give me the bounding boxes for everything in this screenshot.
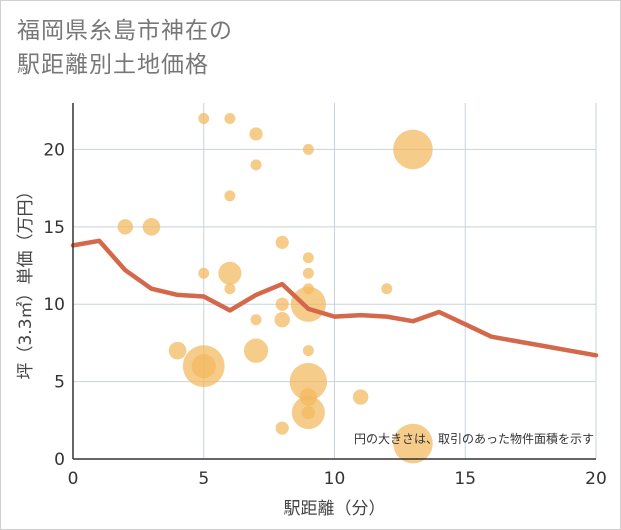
y-tick-label: 10 (43, 295, 65, 315)
data-point (224, 190, 236, 202)
x-tick-label: 0 (68, 469, 79, 489)
data-point (381, 283, 393, 295)
chart-title-line-2: 駅距離別土地価格 (17, 52, 209, 78)
data-point (301, 405, 315, 420)
data-point (393, 129, 433, 170)
data-point (302, 345, 314, 357)
data-point (117, 219, 133, 235)
data-point (302, 143, 314, 155)
bubble-series (117, 112, 433, 464)
y-tick-label: 15 (43, 218, 65, 238)
grid-lines (73, 103, 597, 459)
data-point (224, 283, 236, 295)
x-tick-label: 15 (454, 469, 476, 489)
data-point (275, 235, 289, 249)
y-tick-label: 0 (54, 450, 65, 470)
data-point (393, 423, 433, 464)
data-point (302, 252, 314, 264)
data-point (275, 297, 289, 311)
data-point (142, 218, 161, 236)
data-point (289, 362, 328, 401)
y-tick-label: 20 (43, 140, 65, 160)
data-point (302, 267, 314, 279)
trend-line (70, 238, 599, 358)
x-tick-label: 5 (198, 469, 209, 489)
chart-title: 福岡県糸島市神在の 駅距離別土地価格 (17, 14, 233, 82)
y-tick-label: 5 (54, 373, 65, 393)
data-point (275, 421, 289, 435)
axes: 0 5 10 15 20 0 5 10 15 20 (43, 103, 607, 489)
data-point (249, 127, 263, 141)
bubble-size-note: 円の大きさは、取引のあった物件面積を示す (354, 431, 594, 446)
y-axis-title: 坪（3.3㎡）単価（万円） (16, 182, 36, 379)
x-axis-title: 駅距離（分） (284, 499, 386, 519)
trend-series (70, 238, 599, 358)
data-point (218, 261, 242, 285)
x-tick-label: 10 (324, 469, 346, 489)
data-point (352, 389, 369, 405)
data-point (198, 267, 210, 279)
data-point (274, 311, 290, 328)
data-point (168, 341, 187, 360)
x-tick-label: 20 (585, 469, 607, 489)
data-point (224, 112, 236, 124)
chart-title-line-1: 福岡県糸島市神在の (17, 18, 233, 44)
data-point (290, 286, 326, 322)
data-point (250, 314, 262, 326)
data-point (191, 354, 216, 379)
data-point (198, 112, 210, 124)
data-point (250, 159, 262, 171)
data-point (243, 338, 269, 363)
